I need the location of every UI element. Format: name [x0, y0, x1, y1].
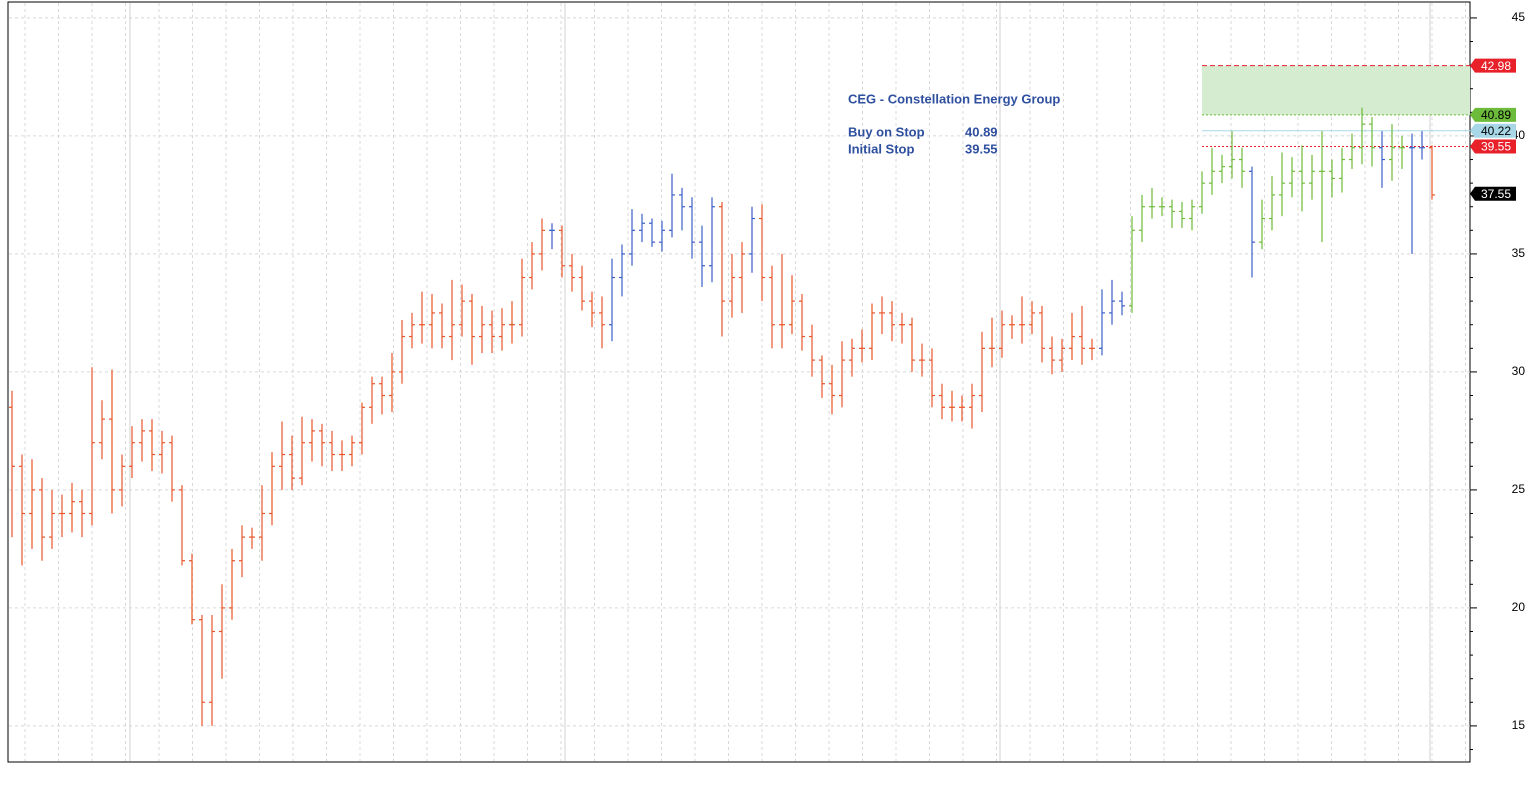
price-tag: [1470, 123, 1516, 138]
price-tag-label: 42.98: [1481, 59, 1511, 73]
target-zone: [1202, 65, 1470, 115]
price-tag-label: 40.22: [1481, 124, 1511, 138]
plot-frame: [7, 1, 1471, 763]
price-tag-label: 40.89: [1481, 108, 1511, 122]
y-tick-label: 15: [1512, 718, 1526, 732]
price-tag: [1470, 139, 1516, 154]
vertical-grid: [24, 3, 1466, 761]
price-tag: [1470, 107, 1516, 122]
annotation-key: Initial Stop: [848, 141, 915, 156]
y-tick-label: 30: [1512, 364, 1526, 378]
annotation-title: CEG - Constellation Energy Group: [848, 91, 1060, 106]
y-tick-label: 20: [1512, 600, 1526, 614]
y-tick-label: 45: [1512, 10, 1526, 24]
price-tag: [1470, 186, 1516, 201]
y-tick-label: 35: [1512, 246, 1526, 260]
price-tag-label: 37.55: [1481, 187, 1511, 201]
annotation-key: Buy on Stop: [848, 124, 925, 139]
annotation-value: 40.89: [965, 124, 998, 139]
annotation-value: 39.55: [965, 141, 998, 156]
price-tag-label: 39.55: [1481, 140, 1511, 154]
y-tick-label: 25: [1512, 482, 1526, 496]
price-tag: [1470, 58, 1516, 73]
